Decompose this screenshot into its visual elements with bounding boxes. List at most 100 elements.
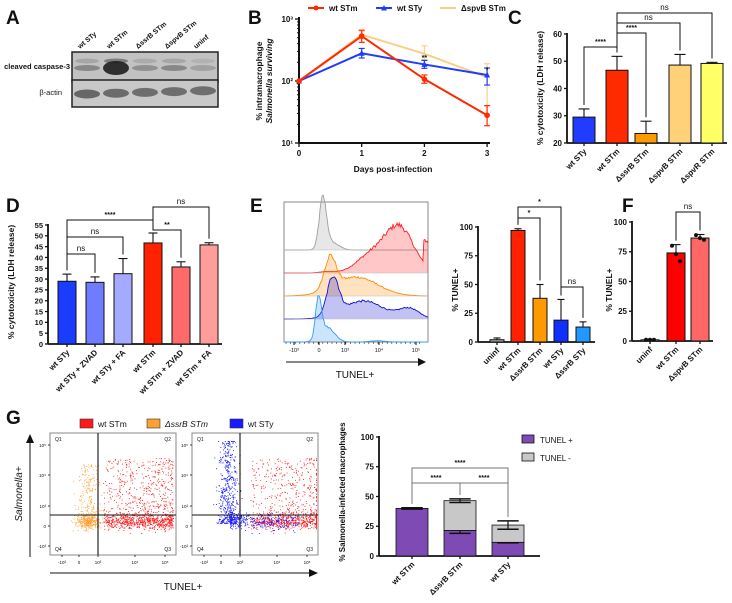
scatter-point bbox=[302, 527, 304, 529]
scatter-point bbox=[298, 510, 300, 511]
scatter-point bbox=[130, 461, 131, 463]
scatter-point bbox=[169, 489, 171, 491]
scatter-point bbox=[236, 521, 238, 523]
scatter-point bbox=[301, 475, 303, 476]
scatter-point bbox=[158, 506, 159, 508]
histogram-fill bbox=[284, 195, 428, 250]
scatter-point bbox=[129, 492, 130, 494]
scatter-point bbox=[88, 479, 90, 481]
scatter-point bbox=[226, 470, 227, 471]
scatter-point bbox=[104, 525, 105, 527]
scatter-point bbox=[252, 522, 254, 524]
scatter-point bbox=[310, 508, 311, 510]
scatter-point bbox=[286, 525, 288, 526]
scatter-point bbox=[167, 526, 169, 528]
scatter-point bbox=[156, 521, 158, 523]
scatter-point bbox=[154, 519, 156, 520]
scatter-point bbox=[289, 529, 290, 531]
scatter-point bbox=[287, 463, 288, 465]
scatter-point bbox=[112, 495, 114, 497]
scatter-point bbox=[266, 528, 268, 530]
scatter-point bbox=[108, 523, 110, 525]
scatter-point bbox=[124, 518, 126, 520]
scatter-point bbox=[307, 521, 308, 522]
scatter-point bbox=[104, 509, 105, 511]
scatter-point bbox=[82, 473, 83, 475]
scatter-point bbox=[133, 497, 135, 499]
scatter-point bbox=[170, 502, 172, 504]
scatter-point bbox=[128, 524, 129, 526]
scatter-point bbox=[136, 505, 138, 506]
scatter-point bbox=[102, 516, 104, 518]
scatter-point bbox=[242, 522, 244, 524]
scatter-point bbox=[83, 524, 85, 526]
scatter-point bbox=[253, 469, 255, 471]
scatter-point bbox=[89, 502, 91, 504]
scatter-point bbox=[124, 522, 125, 524]
scatter-point bbox=[144, 506, 146, 508]
scatter-point bbox=[163, 520, 164, 522]
scatter-point bbox=[240, 491, 242, 492]
scatter-point bbox=[115, 459, 116, 461]
scatter-point bbox=[225, 490, 227, 492]
x-tick-label: wt STm bbox=[389, 560, 416, 587]
scatter-point bbox=[149, 521, 151, 523]
scatter-point bbox=[90, 527, 92, 529]
scatter-point bbox=[104, 507, 106, 508]
scatter-point bbox=[225, 464, 227, 466]
scatter-point bbox=[172, 503, 174, 505]
scatter-point bbox=[222, 521, 224, 522]
scatter-point bbox=[122, 480, 123, 482]
scatter-point bbox=[137, 520, 139, 522]
scatter-point bbox=[227, 516, 228, 518]
scatter-point bbox=[229, 457, 231, 459]
scatter-point bbox=[281, 500, 283, 502]
scatter-point bbox=[214, 457, 216, 459]
scatter-point bbox=[134, 487, 135, 489]
bar-segment bbox=[395, 507, 429, 557]
scatter-point bbox=[152, 494, 154, 495]
scatter-point bbox=[223, 510, 225, 512]
scatter-point bbox=[148, 493, 150, 495]
scatter-point bbox=[263, 524, 265, 526]
scatter-point bbox=[221, 521, 222, 523]
scatter-point bbox=[146, 513, 148, 515]
scatter-point bbox=[153, 512, 154, 513]
scatter-point bbox=[240, 490, 242, 491]
scatter-point bbox=[306, 515, 308, 517]
scatter-point bbox=[114, 525, 116, 527]
scatter-point bbox=[223, 442, 225, 444]
scatter-point bbox=[160, 524, 161, 526]
scatter-point bbox=[263, 522, 265, 524]
scatter-point bbox=[116, 512, 117, 514]
scatter-point bbox=[313, 463, 315, 465]
scatter-point bbox=[276, 473, 277, 474]
scatter-point bbox=[137, 515, 138, 517]
scatter-point bbox=[95, 465, 96, 467]
blot-caspase-box bbox=[71, 51, 219, 83]
data-point bbox=[421, 60, 428, 67]
scatter-point bbox=[89, 519, 91, 520]
scatter-point bbox=[221, 478, 222, 480]
scatter-point bbox=[285, 519, 287, 521]
bar-segment bbox=[443, 500, 477, 531]
scatter-point bbox=[291, 512, 292, 514]
scatter-point bbox=[167, 496, 169, 498]
scatter-point bbox=[308, 528, 309, 530]
scatter-point bbox=[131, 518, 132, 519]
scatter-point bbox=[244, 530, 246, 531]
scatter-point bbox=[120, 513, 121, 515]
scatter-point bbox=[152, 518, 154, 519]
scatter-point bbox=[251, 519, 253, 520]
scatter-point bbox=[130, 517, 132, 519]
scatter-point bbox=[288, 520, 290, 522]
scatter-point bbox=[282, 474, 284, 476]
scatter-point bbox=[225, 510, 227, 512]
scatter-point bbox=[293, 513, 294, 515]
scatter-point bbox=[163, 518, 165, 520]
scatter-point bbox=[228, 498, 230, 500]
scatter-point bbox=[283, 522, 284, 523]
scatter-point bbox=[309, 459, 311, 461]
x-tick-label: ΔspvR STm bbox=[678, 147, 716, 185]
scatter-point bbox=[227, 520, 229, 522]
